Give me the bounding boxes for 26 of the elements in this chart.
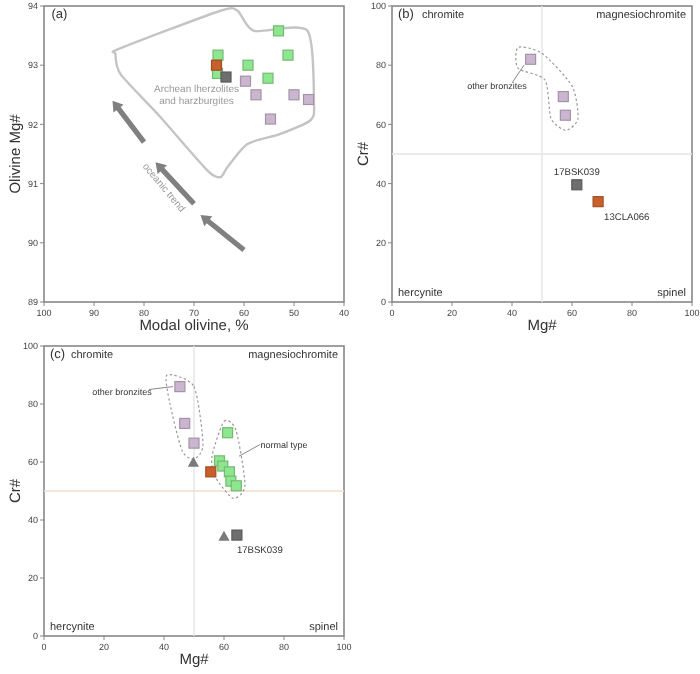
point <box>210 59 223 71</box>
point <box>231 529 243 541</box>
point <box>571 179 583 191</box>
point <box>250 89 262 101</box>
point <box>179 417 191 430</box>
point <box>272 25 285 37</box>
point <box>230 480 242 492</box>
point <box>559 109 571 121</box>
point <box>242 59 254 71</box>
point <box>262 72 274 84</box>
point <box>592 196 604 208</box>
point <box>205 466 217 478</box>
point <box>288 89 300 101</box>
point <box>222 427 234 439</box>
point <box>174 381 186 393</box>
point <box>557 90 569 103</box>
point <box>239 75 252 87</box>
point <box>264 113 277 125</box>
point <box>212 49 224 61</box>
point <box>282 49 294 61</box>
point <box>218 530 230 541</box>
point <box>220 71 232 83</box>
point <box>188 437 200 449</box>
point <box>525 53 537 65</box>
point <box>187 456 199 467</box>
point <box>302 93 315 106</box>
